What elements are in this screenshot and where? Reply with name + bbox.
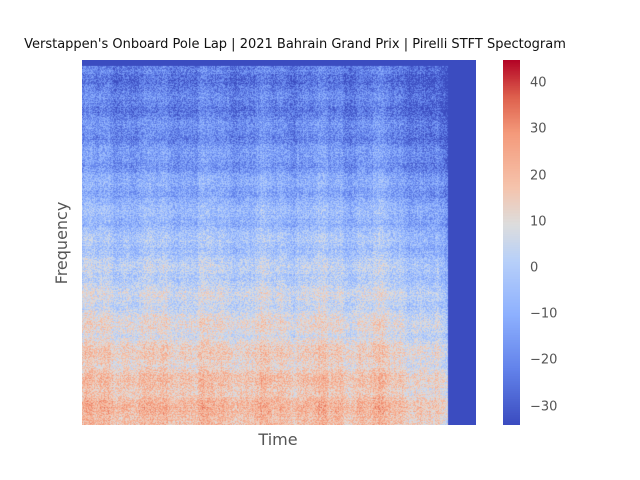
chart-title: Verstappen's Onboard Pole Lap | 2021 Bah… xyxy=(24,37,566,52)
colorbar-tick-label: 30 xyxy=(530,121,547,137)
colorbar-tick-label: −20 xyxy=(530,352,558,368)
colorbar-tick-label: −10 xyxy=(530,306,558,322)
spectrogram-plot xyxy=(82,60,476,425)
colorbar-gradient xyxy=(503,60,520,425)
x-axis-label: Time xyxy=(258,430,298,449)
colorbar-tick-label: 10 xyxy=(530,214,547,230)
colorbar-tick-label: 0 xyxy=(530,260,539,276)
colorbar xyxy=(503,60,520,425)
colorbar-tick-label: −30 xyxy=(530,399,558,415)
colorbar-tick-label: 40 xyxy=(530,75,547,91)
y-axis-label: Frequency xyxy=(52,201,71,285)
colorbar-tick-label: 20 xyxy=(530,168,547,183)
